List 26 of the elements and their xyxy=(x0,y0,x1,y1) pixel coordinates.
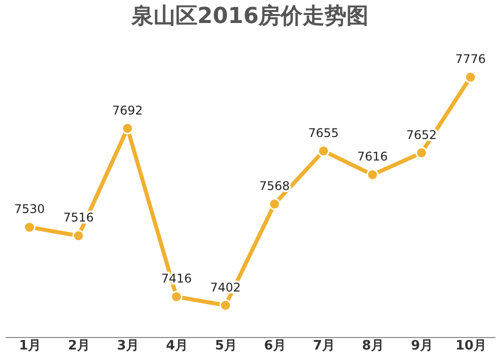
data-label: 7568 xyxy=(259,179,290,194)
x-tick-label: 10月 xyxy=(455,338,487,354)
x-tick-label: 7月 xyxy=(312,338,336,354)
x-tick-label: 3月 xyxy=(116,338,140,354)
point xyxy=(464,71,476,84)
point xyxy=(416,146,428,159)
data-label: 7616 xyxy=(357,150,388,164)
x-tick-label: 8月 xyxy=(362,338,384,354)
x-tick-label: 6月 xyxy=(264,338,286,354)
data-label: 7530 xyxy=(14,202,45,216)
x-tick-label: 9月 xyxy=(410,338,434,354)
point xyxy=(122,122,134,134)
x-tick-label: 2月 xyxy=(68,338,90,354)
data-label: 7655 xyxy=(308,126,339,140)
point xyxy=(72,230,84,242)
x-tick-label: 1月 xyxy=(18,338,42,354)
data-label: 7776 xyxy=(455,52,486,66)
point xyxy=(268,198,280,210)
x-tick-label: 4月 xyxy=(166,338,188,354)
point xyxy=(24,221,36,234)
data-label: 7692 xyxy=(112,103,143,118)
point xyxy=(220,299,232,312)
point xyxy=(170,290,182,303)
chart-title: 泉山区2016房价走势图 xyxy=(130,3,369,29)
x-tick-label: 5月 xyxy=(214,338,238,354)
point xyxy=(366,168,378,181)
